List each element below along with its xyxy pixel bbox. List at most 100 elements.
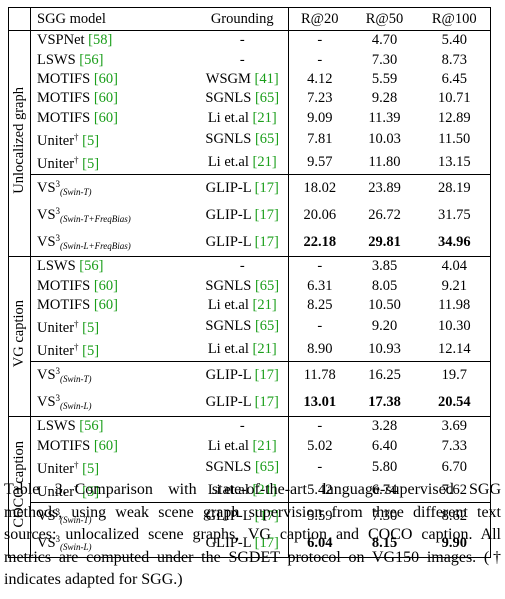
metric-cell: 22.18 <box>288 228 351 257</box>
name: GLIP-L <box>205 179 252 196</box>
metric-cell: 3.85 <box>371 258 398 275</box>
table-row: Uniter† [5] Li et.al [21] 5.42 6.74 7.62 <box>9 478 491 503</box>
name: - <box>239 258 245 275</box>
citation: [5] <box>82 483 100 500</box>
superscript: † <box>74 154 79 165</box>
group-label: VG caption <box>11 299 27 368</box>
superscript: † <box>74 482 79 493</box>
name: GLIP-L <box>205 206 252 223</box>
citation: [17] <box>254 233 279 250</box>
name: Uniter <box>37 320 75 337</box>
metric-cell: 7.33 <box>418 436 491 456</box>
subscript: (Swin-T) <box>60 514 92 525</box>
model-cell: Uniter† [5] <box>31 456 197 479</box>
metric-cell: 23.89 <box>350 173 419 202</box>
subscript: (Swin-T) <box>60 374 92 385</box>
model-cell: VS3(Swin-L) <box>30 529 197 558</box>
name: Uniter <box>37 155 75 172</box>
header-cell: SGG model <box>30 7 197 31</box>
metric-cell: 8.73 <box>418 50 491 70</box>
table-row: Unlocalized graph VSPNet [58] - - 4.70 5.40 <box>8 30 491 257</box>
metric-cell: 6.45 <box>418 69 491 90</box>
name: GLIP-L <box>205 394 252 411</box>
grounding-cell: - <box>196 416 289 437</box>
metric-cell: 7.81 <box>307 130 333 147</box>
metric-cell: 11.39 <box>368 109 401 126</box>
grounding-cell: Li et.al [21] <box>196 150 289 175</box>
name: VS <box>37 367 56 384</box>
model-cell: Uniter† [5] <box>31 151 197 175</box>
name: Li et.al <box>207 437 249 454</box>
citation: [65] <box>254 318 280 335</box>
model-cell: MOTIFS [60] <box>31 437 197 456</box>
grounding-cell: - <box>196 256 289 277</box>
metric-cell: 9.90 <box>418 529 491 558</box>
grounding-cell: Li et.al [21] <box>196 108 289 128</box>
metric-cell: 13.15 <box>418 150 491 175</box>
citation: [5] <box>82 343 100 360</box>
citation: [21] <box>252 109 277 126</box>
metric-cell: 18.02 <box>288 173 351 202</box>
name: SGNLS <box>205 90 252 107</box>
model-cell: MOTIFS [60] <box>31 276 197 295</box>
metric-cell: 3.28 <box>371 418 398 435</box>
name: Li et.al <box>207 296 249 313</box>
metric-cell: 12.14 <box>418 338 491 362</box>
table-row: VS3(Swin-T+FreqBias) GLIP-L [17] 20.06 26.7… <box>9 201 491 229</box>
citation: [5] <box>82 132 100 149</box>
table-row: Uniter† [5] SGNLS [65] 7.81 10.03 11.50 <box>9 127 491 151</box>
model-cell: VS3(Swin-T+FreqBias) <box>31 202 197 229</box>
name: Uniter <box>37 460 75 477</box>
table-row: VS3(Swin-T) GLIP-L [17] 11.78 16.25 19.7 <box>9 361 491 390</box>
citation: [65] <box>254 458 280 475</box>
grounding-cell: GLIP-L [17] <box>196 228 289 257</box>
metric-cell: 5.59 <box>288 501 351 530</box>
metric-cell: 17.38 <box>350 389 419 418</box>
metric-cell: 7.62 <box>418 478 491 503</box>
name: MOTIFS <box>37 277 91 294</box>
table-row: VS3(Swin-L) GLIP-L [17] 13.01 17.38 20.54 <box>9 389 491 418</box>
metric-cell: 9.28 <box>371 90 398 107</box>
model-cell: Uniter† [5] <box>31 315 197 338</box>
citation: [21] <box>252 481 277 498</box>
metric-cell: 10.50 <box>368 296 401 313</box>
name: WSGM <box>205 70 251 87</box>
table-row: Uniter† [5] Li et.al [21] 8.90 10.93 12.14 <box>9 338 491 362</box>
metric-cell: 10.71 <box>418 89 491 109</box>
group-label-cell: COCO caption <box>8 416 31 558</box>
metric-cell: 7.30 <box>350 501 419 530</box>
metric-cell: 8.90 <box>307 341 333 358</box>
citation: [60] <box>93 90 118 107</box>
metric-cell: 8.05 <box>371 277 398 294</box>
name: MOTIFS <box>37 437 91 454</box>
model-cell: VSPNet [58] <box>31 31 197 51</box>
metric-cell: 6.40 <box>371 437 398 454</box>
grounding-cell: Li et.al [21] <box>196 436 289 456</box>
model-cell: MOTIFS [60] <box>31 296 197 315</box>
citation: [17] <box>254 394 279 411</box>
citation: [17] <box>254 179 279 196</box>
superscript: † <box>74 131 79 142</box>
metric-cell: 4.12 <box>307 70 333 87</box>
model-cell: LSWS [56] <box>31 256 197 276</box>
superscript: 3 <box>55 232 61 243</box>
grounding-cell: GLIP-L [17] <box>196 201 289 229</box>
name: VS <box>37 507 56 524</box>
name: MOTIFS <box>37 296 91 313</box>
results-table: SGG model Grounding R@20 R@50 R@100 Unlo… <box>8 7 491 558</box>
name: GLIP-L <box>205 507 252 524</box>
grounding-cell: WSGM [41] <box>196 69 289 90</box>
name: Uniter <box>37 483 75 500</box>
metric-cell: 7.30 <box>371 51 398 68</box>
model-cell: LSWS [56] <box>31 50 197 69</box>
name: GLIP-L <box>205 233 252 250</box>
metric-cell: 5.02 <box>307 437 333 454</box>
model-cell: VS3(Swin-T) <box>30 501 197 530</box>
citation: [5] <box>82 320 100 337</box>
metric-cell: 19.7 <box>418 361 491 390</box>
model-cell: VS3(Swin-L) <box>30 389 197 418</box>
grounding-cell: SGNLS [65] <box>196 315 289 339</box>
metric-cell: 12.89 <box>418 108 491 128</box>
model-cell: VS3(Swin-T) <box>30 361 197 390</box>
metric-cell: 8.62 <box>418 501 491 530</box>
